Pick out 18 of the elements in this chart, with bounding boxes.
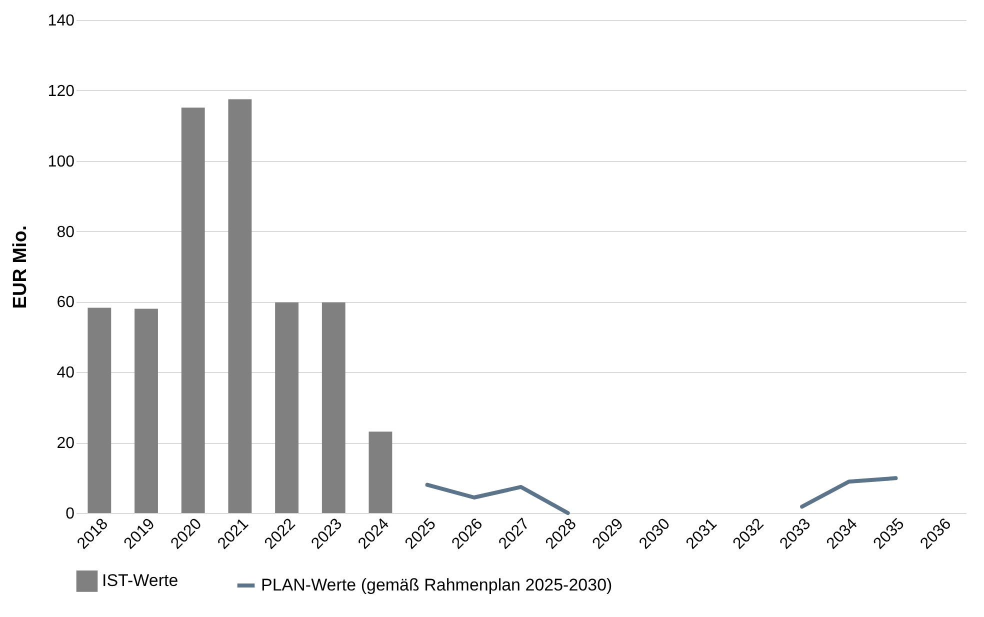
bar <box>134 308 158 513</box>
bar <box>228 99 252 513</box>
y-tick-label: 120 <box>48 82 75 100</box>
y-tick-label: 40 <box>56 364 75 382</box>
y-tick-label: 60 <box>56 294 75 312</box>
legend-label: IST-Werte <box>102 571 178 590</box>
bar <box>181 108 205 513</box>
y-tick-label: 0 <box>66 506 75 522</box>
y-tick-label: 140 <box>48 12 75 30</box>
y-tick-label: 100 <box>48 153 75 170</box>
bar <box>88 308 112 513</box>
y-tick-label: 20 <box>56 435 75 452</box>
y-axis-title: EUR Mio. <box>10 225 31 309</box>
legend-label: PLAN-Werte (gemäß Rahmenplan 2025-2030) <box>261 576 612 594</box>
y-tick-label: 80 <box>56 224 75 241</box>
bar <box>322 302 346 513</box>
bar <box>368 432 392 513</box>
bar <box>275 302 298 513</box>
